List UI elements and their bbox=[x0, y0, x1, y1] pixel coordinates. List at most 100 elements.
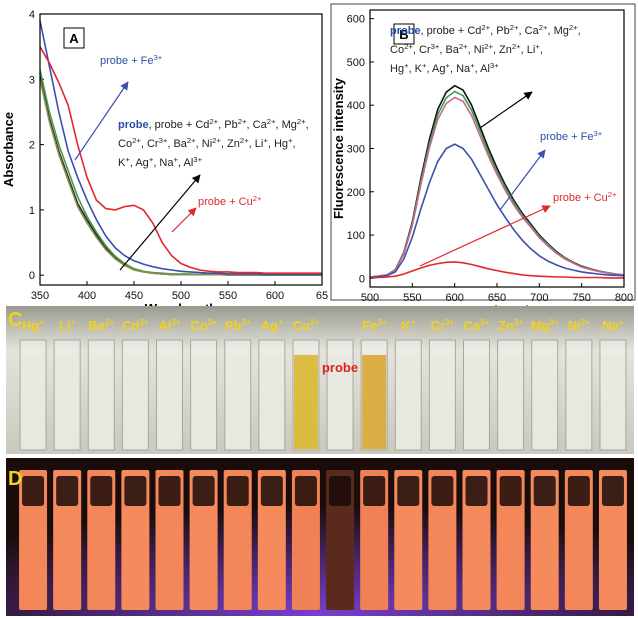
annotation-part: 2+ bbox=[510, 23, 519, 32]
annotation-part: , Al bbox=[475, 63, 490, 75]
ion-symbol: Hg bbox=[22, 318, 39, 333]
annotation-part: Co bbox=[390, 44, 404, 56]
ion-label: Na+ bbox=[602, 318, 624, 333]
ion-charge: + bbox=[278, 318, 283, 327]
annotation: Co2+, Cr3+, Ba2+, Ni2+, Zn2+, Li+, Hg+, bbox=[118, 136, 296, 150]
cuvette-top bbox=[397, 476, 420, 506]
annotation-part: 2+ bbox=[539, 23, 548, 32]
annotation-part: , Cr bbox=[141, 138, 159, 150]
ion-charge: 2+ bbox=[310, 318, 319, 327]
cuvette-top bbox=[192, 476, 215, 506]
ion-charge: 2+ bbox=[105, 318, 114, 327]
arrow bbox=[499, 149, 546, 211]
x-tick-label: 450 bbox=[125, 290, 143, 302]
annotation-part: 2+ bbox=[132, 136, 141, 145]
cuvette-liquid bbox=[430, 355, 455, 449]
annotation: probe + Fe3+ bbox=[100, 53, 163, 67]
annotation-part: , Ni bbox=[468, 44, 485, 56]
ion-label: Ca2+ bbox=[464, 318, 490, 333]
ion-symbol: Co bbox=[190, 318, 207, 333]
annotation-part: , K bbox=[409, 63, 423, 75]
arrow bbox=[74, 81, 129, 161]
ion-label: Cr3+ bbox=[431, 318, 455, 333]
annotation-part: 3+ bbox=[154, 53, 163, 62]
annotation: probe + Cu2+ bbox=[198, 194, 262, 208]
cuvette-liquid bbox=[600, 355, 625, 449]
ion-charge: 3+ bbox=[377, 318, 386, 327]
annotation-part: + bbox=[445, 61, 450, 70]
cuvette-top bbox=[90, 476, 113, 506]
ion-symbol: Ca bbox=[464, 318, 481, 333]
panel-label: A bbox=[69, 31, 79, 46]
annotation-part: , Pb bbox=[490, 25, 510, 37]
x-tick-label: 65 bbox=[316, 290, 328, 302]
cuvette-liquid bbox=[498, 355, 523, 449]
y-tick-label: 300 bbox=[347, 144, 365, 156]
cuvette-liquid bbox=[157, 355, 182, 449]
annotation-part: , probe + Cd bbox=[149, 119, 210, 131]
x-tick-label: 500 bbox=[172, 290, 190, 302]
ion-symbol: Mg bbox=[531, 318, 550, 333]
ion-label: Fe3+ bbox=[362, 318, 387, 333]
annotation-part: , Ca bbox=[519, 25, 540, 37]
annotation-part: 2+ bbox=[512, 42, 521, 51]
annotation-part: , Pb bbox=[218, 119, 238, 131]
cuvette-liquid bbox=[259, 355, 284, 449]
ion-charge: 2+ bbox=[139, 318, 148, 327]
ion-charge: + bbox=[39, 318, 44, 327]
ion-charge: 2+ bbox=[480, 318, 489, 327]
annotation-part: 2+ bbox=[297, 117, 306, 126]
annotation-part: , probe + Cd bbox=[421, 25, 482, 37]
annotation-part: 3+ bbox=[490, 61, 499, 70]
ion-symbol: Zn bbox=[498, 318, 514, 333]
annotation-part: + bbox=[149, 155, 154, 164]
x-tick-label: 350 bbox=[31, 290, 49, 302]
annotation-part: 3+ bbox=[594, 129, 603, 138]
cuvette-liquid bbox=[532, 355, 557, 449]
ion-symbol: Cu bbox=[293, 318, 310, 333]
ion-charge: 2+ bbox=[241, 318, 250, 327]
annotation-part: 2+ bbox=[404, 42, 413, 51]
ion-label: K+ bbox=[401, 318, 415, 333]
ion-label: Al3+ bbox=[158, 318, 180, 333]
annotation: probe + Cu2+ bbox=[553, 190, 617, 204]
annotation-part: 2+ bbox=[267, 117, 276, 126]
x-tick-label: 800 bbox=[615, 292, 633, 304]
cuvette-liquid bbox=[328, 355, 353, 449]
ion-symbol: Cd bbox=[122, 318, 139, 333]
annotation-part: 2+ bbox=[459, 42, 468, 51]
x-tick-label: 500 bbox=[361, 292, 379, 304]
annotation-part: , Zn bbox=[221, 138, 240, 150]
ion-charge: + bbox=[619, 318, 624, 327]
cuvette-top bbox=[158, 476, 181, 506]
y-axis-title: Fluorescence intensity bbox=[331, 77, 346, 219]
cuvette-top bbox=[601, 476, 624, 506]
x-tick-label: 600 bbox=[445, 292, 463, 304]
cuvette-liquid bbox=[21, 355, 46, 449]
cuvette-top bbox=[499, 476, 522, 506]
y-tick-label: 600 bbox=[347, 14, 365, 26]
panel-label: D bbox=[8, 468, 22, 490]
annotation-part: probe + Fe bbox=[540, 131, 594, 143]
cuvette-liquid bbox=[396, 355, 421, 449]
annotation: K+, Ag+, Na+, Al3+ bbox=[118, 155, 203, 169]
series-line bbox=[369, 261, 624, 279]
panel-frame bbox=[330, 3, 636, 301]
cuvette-liquid bbox=[293, 355, 318, 449]
annotation-part: 2+ bbox=[209, 117, 218, 126]
annotation-part: 2+ bbox=[212, 136, 221, 145]
y-tick-label: 100 bbox=[347, 230, 365, 242]
cuvette-top bbox=[533, 476, 556, 506]
series-line bbox=[39, 79, 322, 276]
ion-symbol: Ag bbox=[261, 318, 278, 333]
cuvette-liquid bbox=[464, 355, 489, 449]
annotation-part: 3+ bbox=[159, 136, 168, 145]
ion-symbol: Na bbox=[602, 318, 619, 333]
cuvette-top bbox=[226, 476, 249, 506]
annotation-part: probe + Fe bbox=[100, 55, 154, 67]
annotation-part: 2+ bbox=[240, 136, 249, 145]
annotation-part: 2+ bbox=[481, 23, 490, 32]
ion-charge: 3+ bbox=[171, 318, 180, 327]
y-tick-label: 200 bbox=[347, 187, 365, 199]
annotation-part: , Al bbox=[178, 157, 193, 169]
